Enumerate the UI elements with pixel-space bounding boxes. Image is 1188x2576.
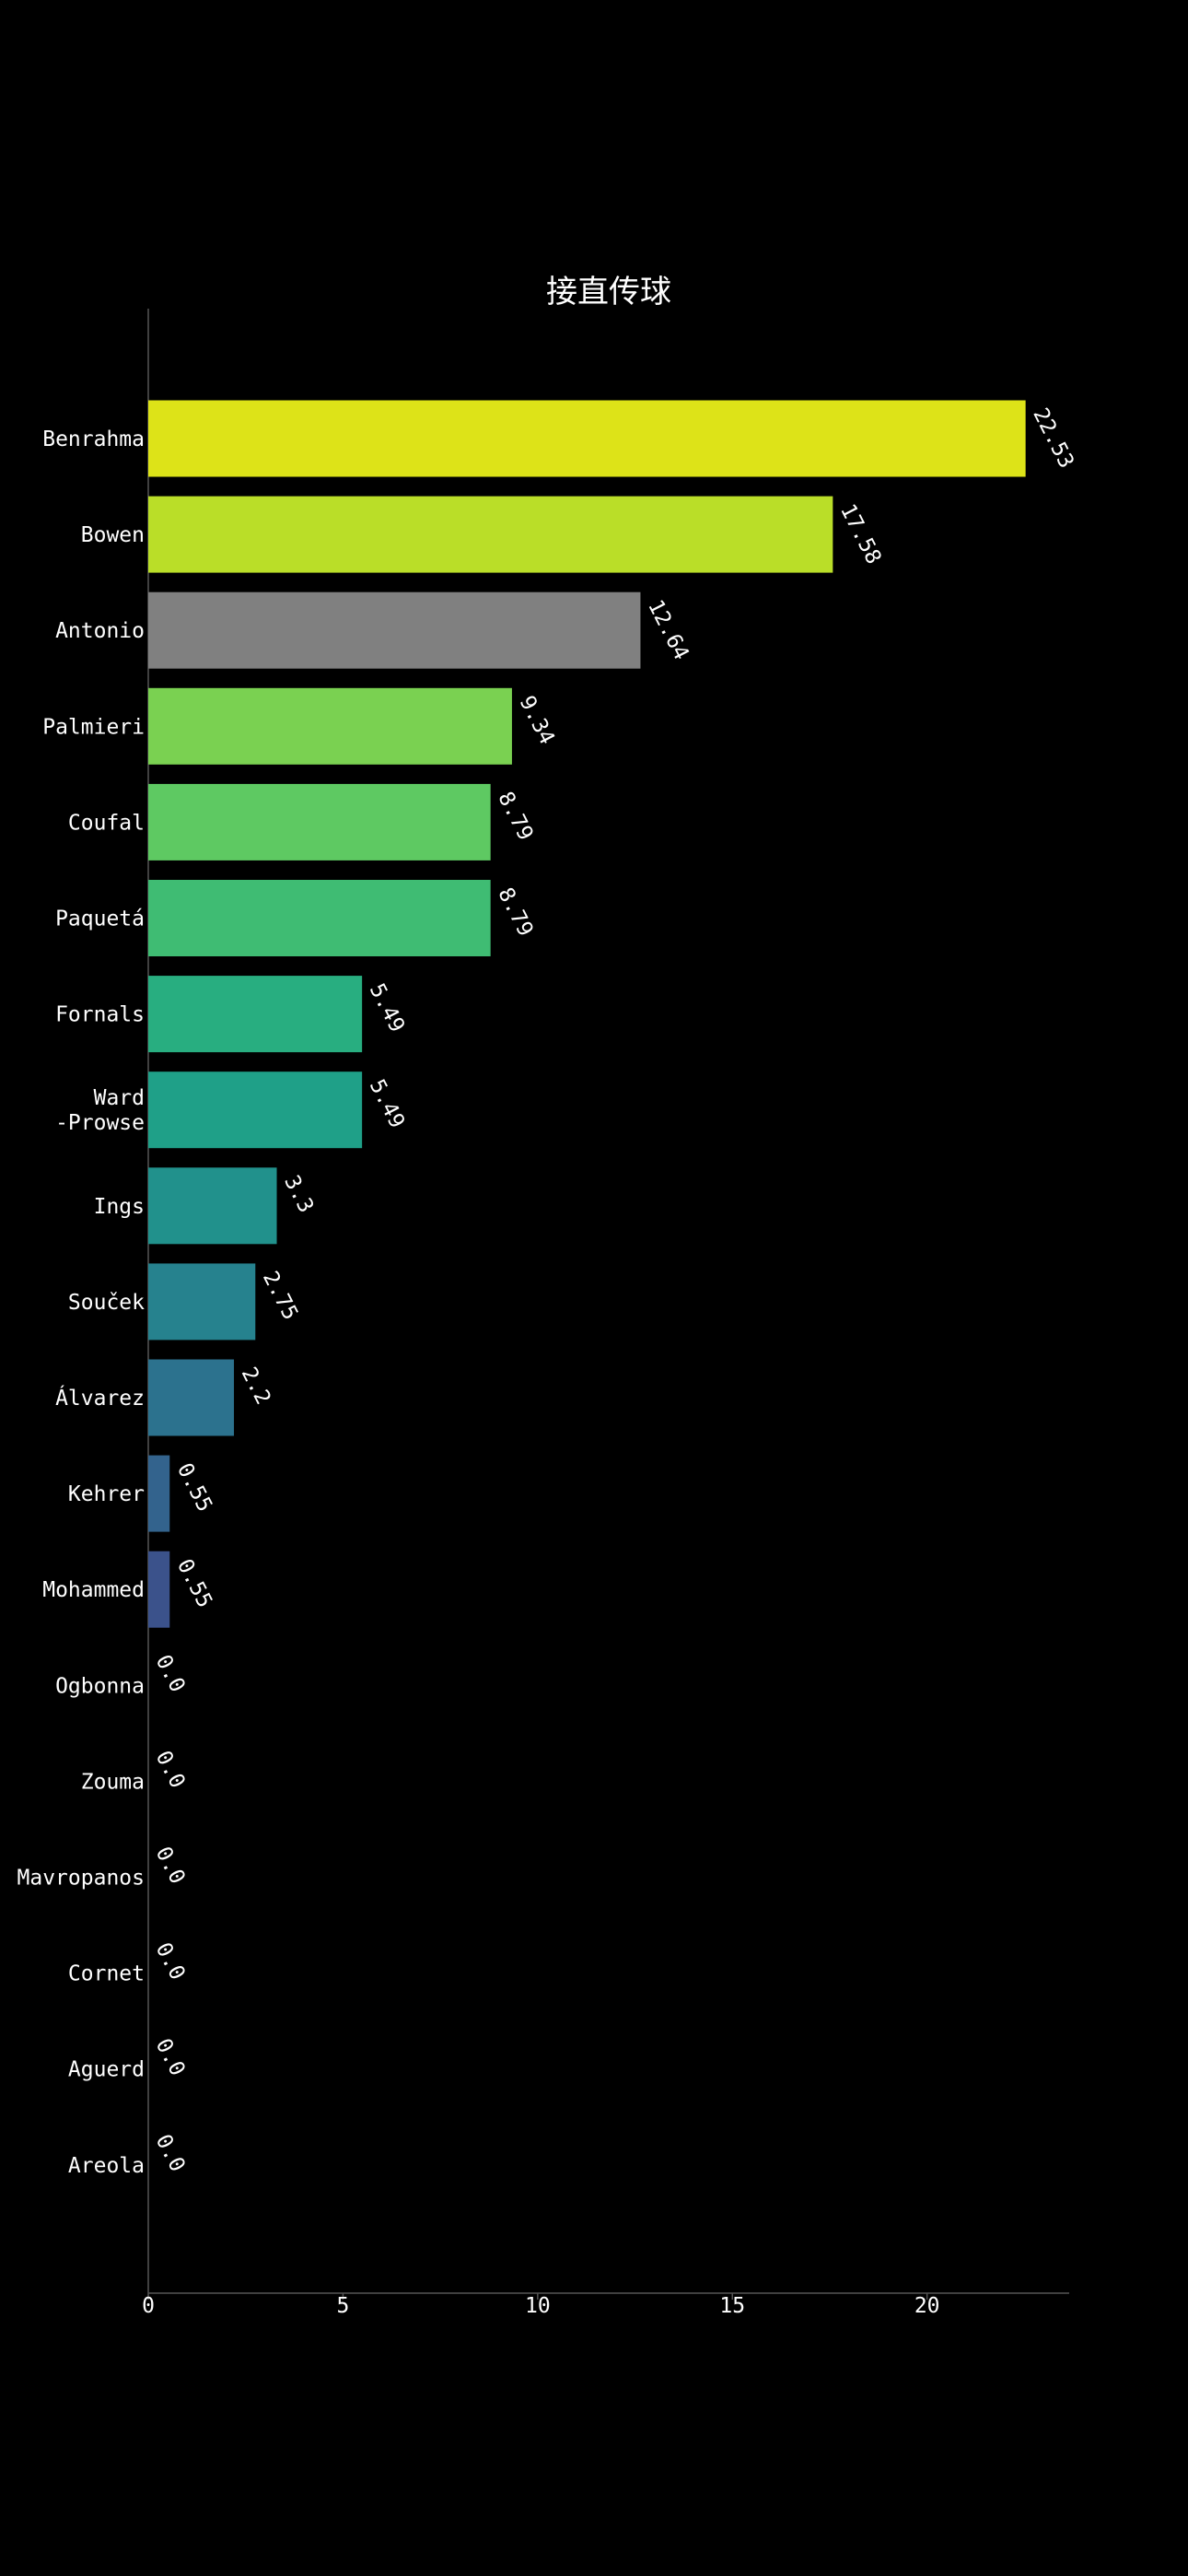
category-label: Paquetá bbox=[55, 907, 145, 931]
category-label: Fornals bbox=[55, 1003, 145, 1027]
category-label: Mohammed bbox=[42, 1578, 145, 1602]
bar bbox=[148, 687, 512, 765]
data-label: 5.49 bbox=[365, 1076, 409, 1132]
data-label: 0.0 bbox=[151, 1747, 190, 1792]
category-labels-group: Benrahma Bowen Antonio Palmieri Coufal Paquet… bbox=[17, 427, 146, 2178]
bar bbox=[148, 591, 641, 669]
data-label: 2.75 bbox=[258, 1268, 302, 1324]
data-label: 2.2 bbox=[237, 1364, 275, 1409]
category-label: Kehrer bbox=[68, 1482, 145, 1506]
data-label: 8.79 bbox=[493, 788, 537, 844]
bar bbox=[148, 976, 363, 1053]
data-label: 8.79 bbox=[493, 884, 537, 940]
category-label: Coufal bbox=[68, 811, 145, 835]
bar bbox=[148, 1455, 170, 1532]
chart-title: 接直传球 bbox=[546, 274, 671, 310]
category-label: Souček bbox=[68, 1291, 145, 1315]
category-label: Benrahma bbox=[42, 427, 145, 451]
bar bbox=[148, 1359, 235, 1436]
data-label: 0.0 bbox=[151, 1843, 190, 1888]
data-labels-group: 22.53 17.58 12.64 9.34 8.79 8.79 5.49 5.49 3.3 2.… bbox=[151, 404, 1078, 2176]
category-label: Ogbonna bbox=[55, 1674, 145, 1698]
data-label: 5.49 bbox=[365, 980, 409, 1036]
category-label: Álvarez bbox=[55, 1385, 145, 1411]
data-label: 17.58 bbox=[835, 500, 886, 568]
x-tick-label: 5 bbox=[336, 2294, 349, 2318]
data-label: 9.34 bbox=[515, 692, 559, 748]
bar bbox=[148, 1551, 170, 1628]
data-label: 12.64 bbox=[643, 596, 693, 664]
category-label: Ward -Prowse bbox=[55, 1086, 145, 1135]
category-label: Antonio bbox=[55, 619, 145, 643]
category-label: Mavropanos bbox=[17, 1867, 145, 1891]
x-ticks-group: 0 5 10 15 20 bbox=[142, 2293, 940, 2318]
data-label: 0.55 bbox=[172, 1459, 216, 1516]
x-tick-label: 15 bbox=[719, 2294, 745, 2318]
x-tick-label: 10 bbox=[525, 2294, 551, 2318]
bar bbox=[148, 783, 491, 861]
category-label: Bowen bbox=[81, 523, 145, 547]
data-label: 0.0 bbox=[151, 1939, 190, 1985]
category-label: Zouma bbox=[81, 1770, 145, 1794]
category-label: Areola bbox=[68, 2154, 145, 2178]
bar bbox=[148, 1071, 363, 1149]
data-label: 0.0 bbox=[151, 2035, 190, 2080]
bar bbox=[148, 1167, 277, 1245]
x-tick-label: 0 bbox=[142, 2294, 155, 2318]
category-label: Cornet bbox=[68, 1962, 145, 1986]
category-label: Ings bbox=[94, 1195, 145, 1219]
x-tick-label: 20 bbox=[914, 2294, 940, 2318]
bar bbox=[148, 496, 833, 573]
bar bbox=[148, 1263, 256, 1341]
data-label: 0.0 bbox=[151, 1651, 190, 1696]
category-label: Palmieri bbox=[42, 715, 145, 739]
bar bbox=[148, 400, 1026, 477]
data-label: 0.0 bbox=[151, 2131, 190, 2176]
category-label: Aguerd bbox=[68, 2058, 145, 2082]
data-label: 0.55 bbox=[172, 1555, 216, 1611]
bar bbox=[148, 880, 491, 956]
data-label: 3.3 bbox=[279, 1172, 318, 1217]
bars-group bbox=[148, 400, 1026, 1628]
data-label: 22.53 bbox=[1028, 404, 1078, 473]
